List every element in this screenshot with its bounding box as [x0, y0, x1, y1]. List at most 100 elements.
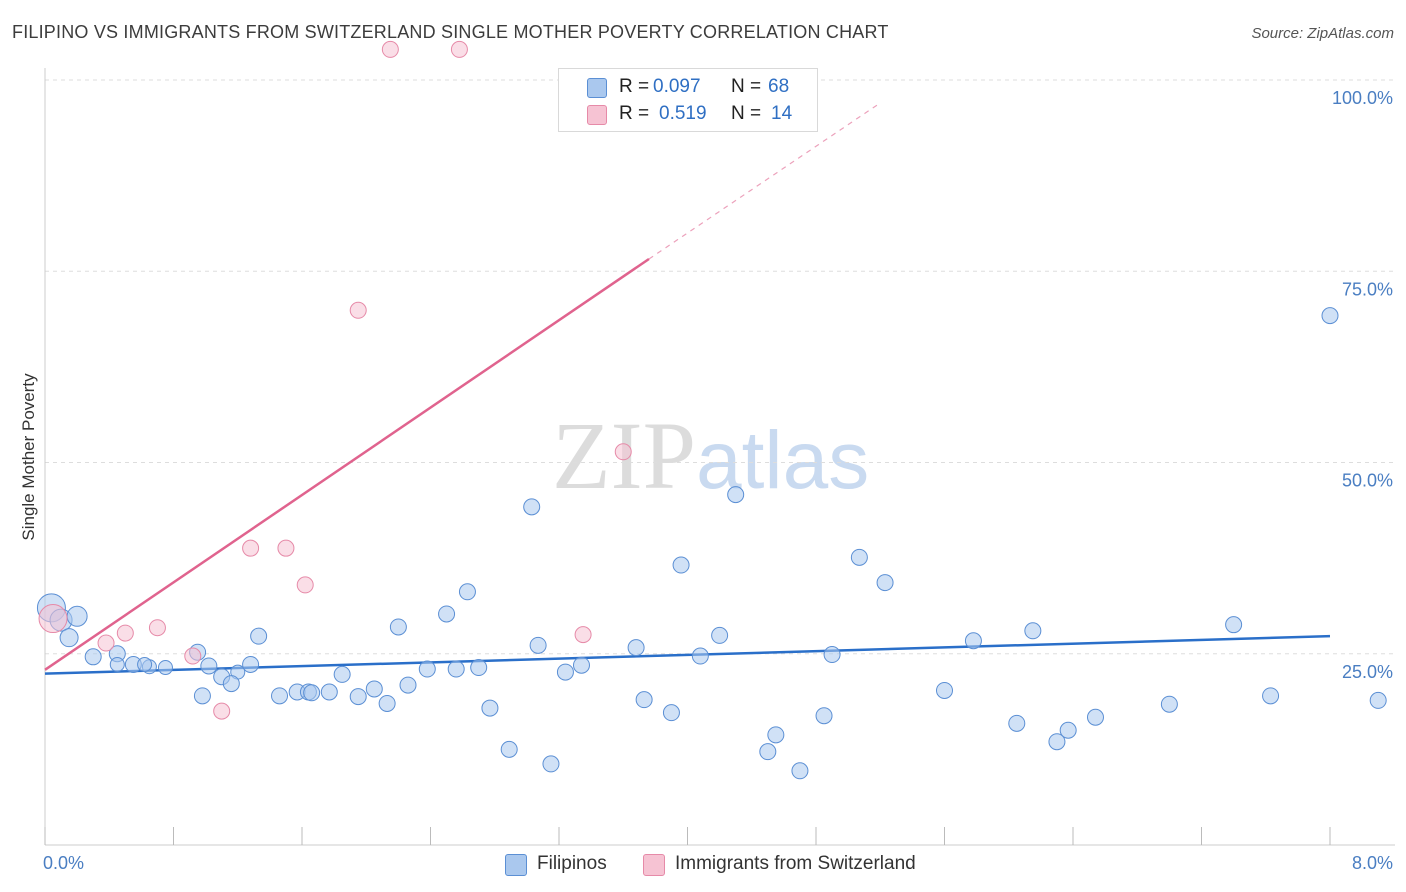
point-filipinos [815, 707, 833, 725]
point-switzerland [349, 301, 367, 319]
point-filipinos [59, 628, 79, 648]
point-filipinos [250, 627, 268, 645]
point-filipinos [481, 699, 499, 717]
r-value: 0.097 [653, 76, 701, 97]
watermark-atlas: atlas [696, 415, 870, 506]
point-filipinos [378, 694, 396, 712]
point-filipinos [418, 660, 436, 678]
point-switzerland [277, 539, 295, 557]
axes [44, 68, 1395, 846]
grid-lines [45, 79, 1395, 655]
point-filipinos [572, 656, 590, 674]
point-filipinos [458, 583, 476, 601]
point-switzerland [38, 604, 68, 634]
r-label: R = [619, 76, 650, 97]
series-legend: Filipinos Immigrants from Switzerland [0, 850, 1406, 880]
point-filipinos [320, 683, 338, 701]
point-switzerland [296, 576, 314, 594]
point-filipinos [523, 498, 541, 516]
point-filipinos [1225, 616, 1243, 634]
point-filipinos [627, 639, 645, 657]
point-switzerland [213, 702, 231, 720]
n-label: N = [731, 76, 762, 97]
watermark: ZIPatlas [552, 400, 869, 511]
point-filipinos [333, 665, 351, 683]
point-filipinos [1160, 695, 1178, 713]
point-filipinos [389, 618, 407, 636]
point-filipinos [470, 659, 488, 677]
point-switzerland [381, 40, 399, 58]
trend-switzerland [44, 257, 650, 671]
point-switzerland [148, 619, 166, 637]
legend-label: Immigrants from Switzerland [675, 853, 916, 874]
x-tick-label: 0.0% [43, 853, 84, 873]
point-switzerland [242, 539, 260, 557]
point-filipinos [109, 656, 125, 672]
source-label: Source: ZipAtlas.com [1251, 25, 1394, 42]
point-filipinos [759, 743, 777, 761]
switzerland-swatch [587, 105, 607, 125]
point-filipinos [936, 681, 953, 699]
n-label: N = [731, 103, 762, 124]
filipinos-swatch [587, 78, 607, 98]
point-filipinos [193, 687, 211, 705]
point-filipinos [964, 632, 982, 650]
point-filipinos [823, 646, 841, 664]
point-filipinos [222, 675, 240, 693]
y-axis-title: Single Mother Poverty [19, 373, 38, 541]
point-filipinos [349, 688, 367, 706]
point-filipinos [1086, 708, 1104, 726]
chart-title: FILIPINO VS IMMIGRANTS FROM SWITZERLAND … [12, 22, 889, 42]
point-filipinos [529, 636, 547, 654]
x-tick-label: 8.0% [1352, 853, 1393, 873]
n-value: 68 [768, 76, 790, 97]
point-filipinos [365, 680, 383, 698]
point-filipinos [500, 740, 518, 758]
point-filipinos [662, 704, 680, 722]
point-filipinos [556, 663, 574, 681]
tick-labels: 25.0% 50.0% 75.0% 100.0% 0.0% 8.0% Single Moth… [19, 88, 1393, 873]
point-filipinos [850, 548, 868, 566]
point-switzerland [116, 624, 134, 642]
point-filipinos [542, 755, 560, 773]
point-filipinos [137, 656, 153, 672]
trend-lines [44, 102, 1331, 675]
point-filipinos [767, 726, 785, 744]
point-filipinos [1008, 714, 1026, 732]
point-filipinos [691, 647, 709, 665]
point-filipinos [303, 684, 321, 702]
point-filipinos [438, 605, 456, 623]
y-tick-label: 100.0% [1332, 88, 1393, 108]
point-filipinos [635, 691, 653, 709]
r-label: R = [619, 103, 650, 124]
point-filipinos [1059, 721, 1077, 739]
point-filipinos [1262, 687, 1280, 705]
point-filipinos [791, 762, 809, 780]
point-filipinos [727, 486, 745, 504]
point-switzerland [97, 634, 115, 652]
point-filipinos [84, 648, 102, 666]
point-filipinos [1321, 307, 1339, 325]
point-filipinos [447, 660, 465, 678]
point-switzerland [184, 647, 202, 665]
point-filipinos [399, 676, 417, 694]
point-filipinos [66, 605, 88, 627]
point-switzerland [450, 40, 468, 58]
y-tick-label: 25.0% [1342, 662, 1393, 682]
filipinos-swatch [505, 854, 527, 876]
data-points [36, 40, 1387, 780]
stats-legend: R = 0.097 N = 68 R = 0.519 N = 14 [558, 68, 818, 132]
y-tick-label: 50.0% [1342, 471, 1393, 491]
trend-switzerland-extension [648, 102, 881, 260]
n-value: 14 [771, 103, 793, 124]
y-tick-label: 75.0% [1342, 279, 1393, 299]
point-filipinos [1048, 733, 1066, 751]
point-filipinos [672, 556, 690, 574]
trend-filipinos [44, 634, 1331, 675]
point-filipinos [711, 626, 729, 644]
point-filipinos [1024, 622, 1042, 640]
r-value: 0.519 [659, 103, 707, 124]
legend-label: Filipinos [537, 853, 607, 874]
switzerland-swatch [643, 854, 665, 876]
